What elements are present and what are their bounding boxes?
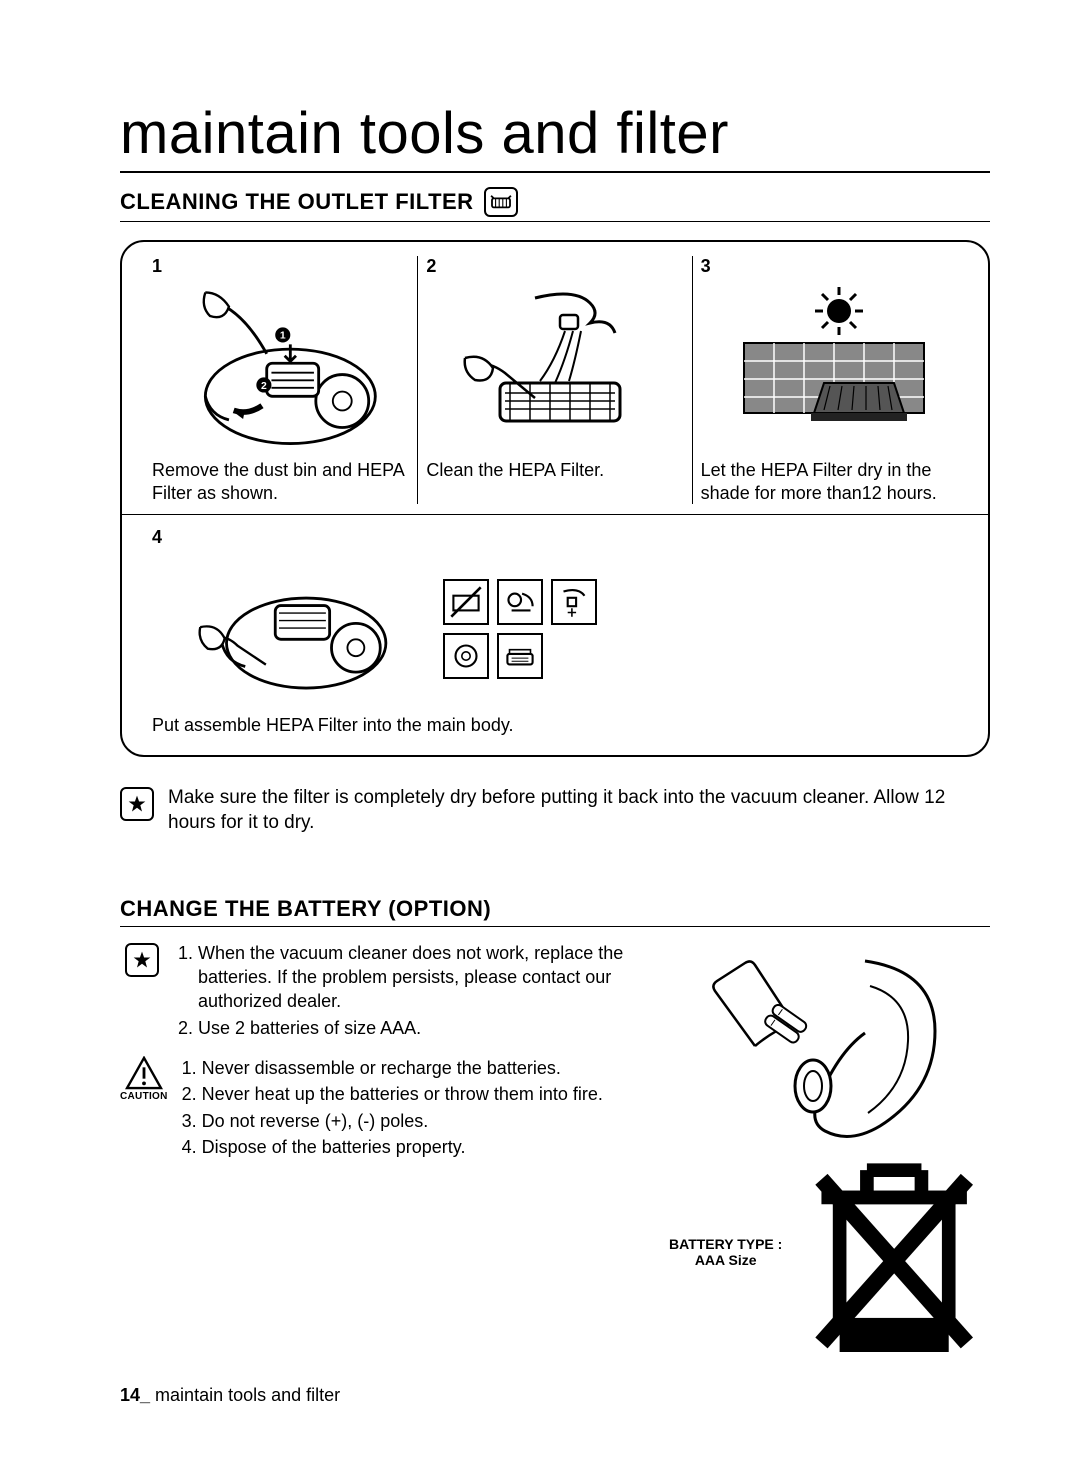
step-2-illustration xyxy=(426,283,683,453)
svg-text:2: 2 xyxy=(261,381,267,392)
step-1-illustration: 1 2 xyxy=(152,283,409,453)
section-heading-text: CHANGE THE BATTERY (OPTION) xyxy=(120,896,491,922)
row-divider xyxy=(122,514,988,515)
page-footer: 14_ maintain tools and filter xyxy=(120,1385,340,1406)
list-item: Use 2 batteries of size AAA. xyxy=(198,1016,640,1040)
section-heading: CLEANING THE OUTLET FILTER xyxy=(120,187,990,222)
step-caption: Put assemble HEPA Filter into the main b… xyxy=(152,714,662,737)
page-number: 14_ xyxy=(120,1385,150,1405)
battery-text-column: When the vacuum cleaner does not work, r… xyxy=(120,941,640,1175)
caution-label: CAUTION xyxy=(120,1091,168,1102)
list-item: Never heat up the batteries or throw the… xyxy=(202,1082,603,1106)
steps-box: 1 1 xyxy=(120,240,990,757)
battery-type-text: BATTERY TYPE : AAA Size xyxy=(660,1236,792,1268)
mini-icon xyxy=(497,633,543,679)
star-icon xyxy=(120,787,154,821)
handle-battery-illustration xyxy=(695,941,955,1141)
step-number: 1 xyxy=(152,256,409,277)
battery-cautions: CAUTION Never disassemble or recharge th… xyxy=(120,1056,640,1161)
step-3-illustration xyxy=(701,283,958,453)
crossed-bin-icon xyxy=(798,1152,990,1352)
list-item: Never disassemble or recharge the batter… xyxy=(202,1056,603,1080)
section-change-battery: CHANGE THE BATTERY (OPTION) When the vac… xyxy=(120,896,990,1352)
step-4-illustration xyxy=(152,554,433,704)
section-heading-text: CLEANING THE OUTLET FILTER xyxy=(120,189,474,215)
step-number: 2 xyxy=(426,256,683,277)
notes-list: When the vacuum cleaner does not work, r… xyxy=(176,941,640,1042)
battery-type-caption: BATTERY TYPE : AAA Size xyxy=(660,1152,990,1352)
step-number: 3 xyxy=(701,256,958,277)
step-4: 4 xyxy=(144,527,670,737)
battery-body: When the vacuum cleaner does not work, r… xyxy=(120,941,990,1352)
mini-icon xyxy=(443,579,489,625)
manual-page: maintain tools and filter CLEANING THE O… xyxy=(0,0,1080,1476)
list-item: Do not reverse (+), (-) poles. xyxy=(202,1109,603,1133)
footer-text: maintain tools and filter xyxy=(150,1385,340,1405)
battery-illustration-column: BATTERY TYPE : AAA Size xyxy=(660,941,990,1352)
step-caption: Clean the HEPA Filter. xyxy=(426,459,683,482)
section-heading: CHANGE THE BATTERY (OPTION) xyxy=(120,896,990,927)
step-3: 3 xyxy=(692,256,966,504)
mini-icon-grid xyxy=(443,579,597,679)
battery-notes: When the vacuum cleaner does not work, r… xyxy=(120,941,640,1042)
step-4-illustration-group xyxy=(152,554,662,704)
mini-icon xyxy=(443,633,489,679)
star-icon xyxy=(125,943,159,977)
mini-icon xyxy=(551,579,597,625)
list-item: Dispose of the batteries property. xyxy=(202,1135,603,1159)
svg-text:1: 1 xyxy=(280,331,286,342)
step-2: 2 Clean the HEPA Filte xyxy=(417,256,691,504)
list-item: When the vacuum cleaner does not work, r… xyxy=(198,941,640,1014)
filter-box-icon xyxy=(484,187,518,217)
caution-triangle-icon xyxy=(125,1056,163,1090)
section-cleaning-outlet-filter: CLEANING THE OUTLET FILTER 1 xyxy=(120,187,990,836)
step-row-top: 1 1 xyxy=(144,256,966,504)
step-caption: Remove the dust bin and HEPA Filter as s… xyxy=(152,459,409,504)
page-title: maintain tools and filter xyxy=(120,100,990,173)
mini-icon xyxy=(497,579,543,625)
step-number: 4 xyxy=(152,527,662,548)
cautions-list: Never disassemble or recharge the batter… xyxy=(180,1056,603,1161)
step-caption: Let the HEPA Filter dry in the shade for… xyxy=(701,459,958,504)
step-1: 1 1 xyxy=(144,256,417,504)
note-text: Make sure the filter is completely dry b… xyxy=(168,785,990,836)
step-row-bottom: 4 xyxy=(144,527,966,737)
note-block: Make sure the filter is completely dry b… xyxy=(120,785,990,836)
